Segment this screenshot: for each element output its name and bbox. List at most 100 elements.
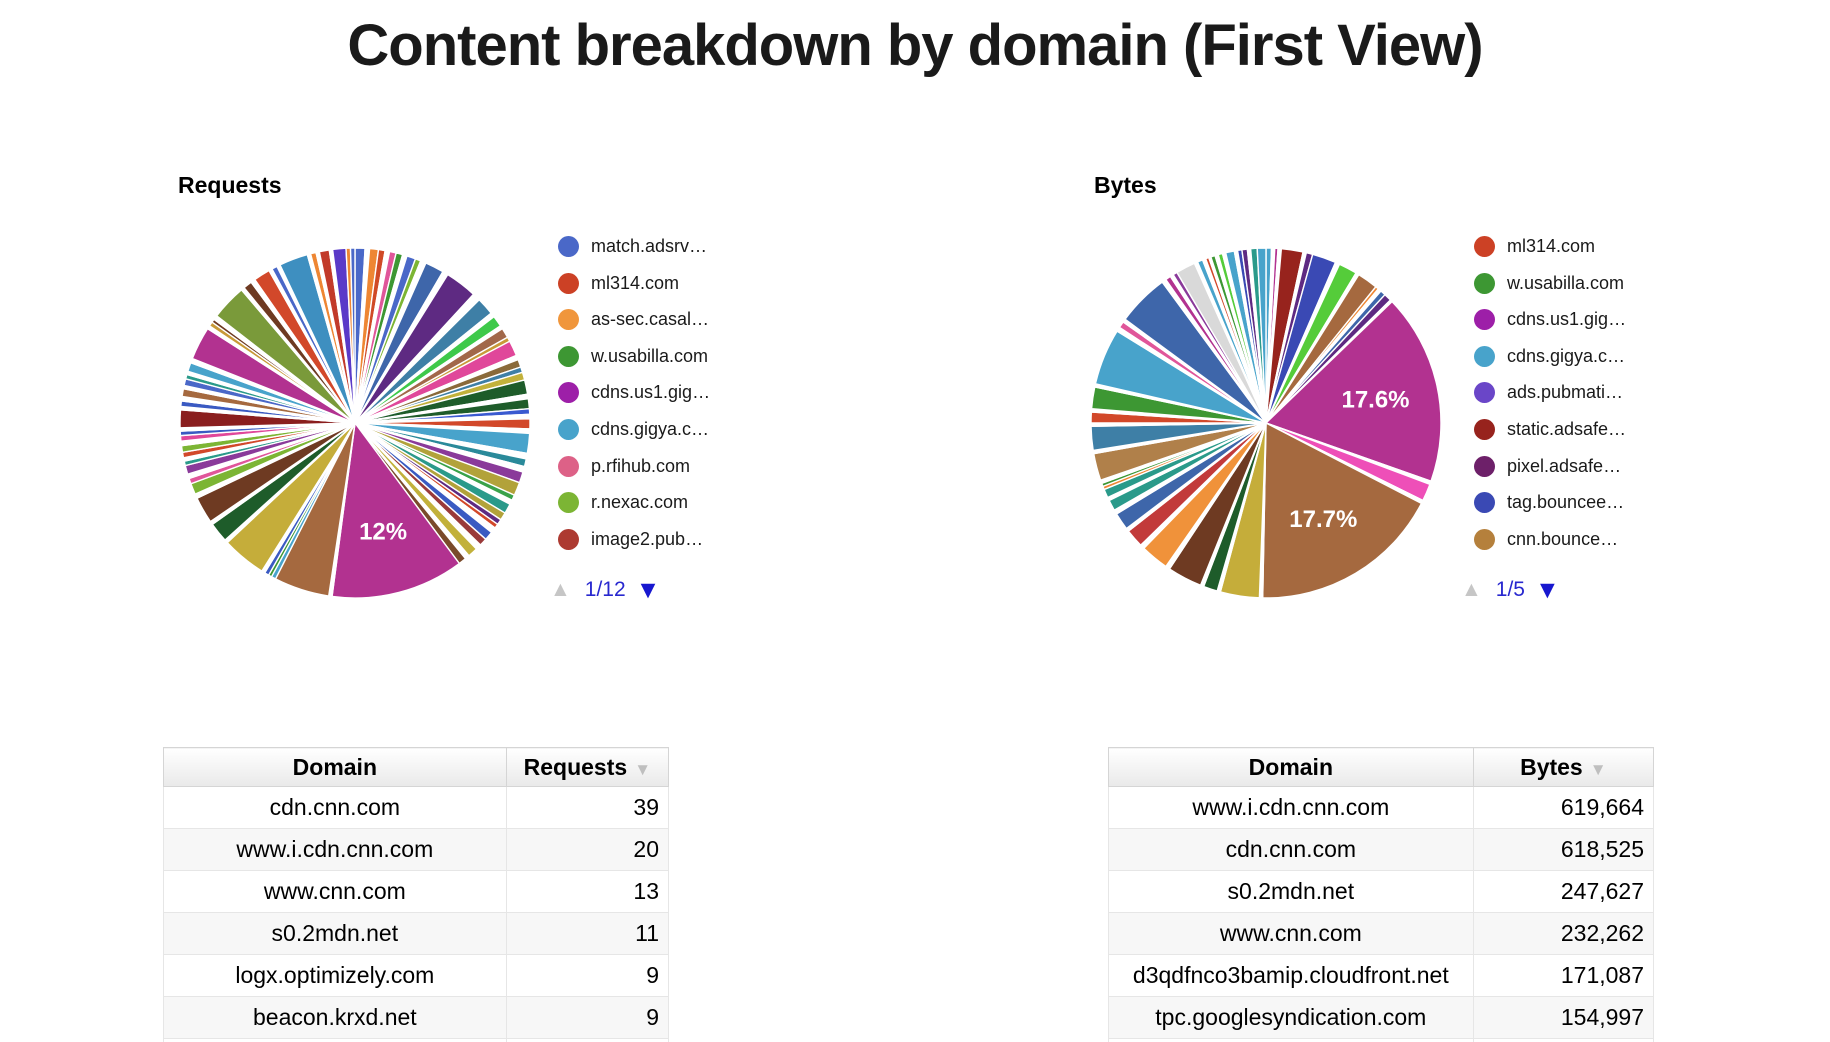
page-down-icon[interactable]: ▼ <box>635 576 661 604</box>
legend-item[interactable]: static.adsafe… <box>1474 418 1627 440</box>
legend-label: p.rfihub.com <box>591 455 691 476</box>
value-cell: 11 <box>505 912 669 955</box>
legend-color-dot <box>1474 236 1495 257</box>
legend-color-dot <box>558 345 579 367</box>
legend-item[interactable]: w.usabilla.com <box>1474 272 1626 294</box>
legend-color-dot <box>1474 382 1495 404</box>
legend-color-dot <box>1474 528 1495 550</box>
legend-color-dot <box>558 382 579 404</box>
legend-color-dot <box>558 455 579 477</box>
table-row: logx.optimizely.com 9 <box>163 954 669 997</box>
pie-slice[interactable] <box>1256 247 1267 424</box>
legend-color-dot <box>1474 418 1495 440</box>
legend-label: pixel.adsafe… <box>1507 455 1622 476</box>
legend-item[interactable]: p.rfihub.com <box>558 455 710 477</box>
legend-item[interactable]: w.usabilla.com <box>558 345 710 367</box>
legend-color-dot <box>1474 345 1495 367</box>
legend-item[interactable]: ml314.com <box>1474 236 1626 257</box>
column-header-requests[interactable]: Requests ▼ <box>505 747 669 787</box>
column-header-domain[interactable]: Domain <box>163 747 507 787</box>
legend-item[interactable]: cdns.gigya.c… <box>1474 345 1626 367</box>
domain-cell: www.i.cdn.cnn.com <box>163 828 507 871</box>
legend-label: w.usabilla.com <box>1507 272 1625 293</box>
legend-item[interactable]: image2.pub… <box>558 528 710 550</box>
value-cell: 13 <box>505 870 669 913</box>
legend-label: ml314.com <box>591 272 680 293</box>
page-down-icon[interactable]: ▼ <box>1535 576 1560 604</box>
domain-cell: d3qdfnco3bamip.cloudfront.net <box>1108 954 1474 997</box>
page-up-icon[interactable]: ▲ <box>550 578 571 601</box>
legend-color-dot <box>558 418 579 440</box>
bytes-pie-chart[interactable]: 17.6% 17.7% <box>1088 245 1444 601</box>
legend-label: as-sec.casal… <box>591 309 710 330</box>
table-row: www.i.cdn.cnn.com 619,664 <box>1108 786 1654 829</box>
legend-label: ads.pubmati… <box>1507 382 1624 403</box>
domain-cell: www.cnn.com <box>1108 912 1474 955</box>
legend-color-dot <box>558 272 579 294</box>
table-row: www.cnn.com 13 <box>163 870 669 913</box>
value-cell <box>1472 1038 1654 1042</box>
value-cell: 247,627 <box>1472 870 1654 913</box>
legend-item[interactable]: cdns.us1.gig… <box>558 382 710 404</box>
legend-item[interactable]: pixel.adsafe… <box>1474 455 1626 477</box>
value-cell <box>505 1038 669 1042</box>
requests-table: Domain Requests ▼ cdn.cnn.com 39 www.i.cdn.cn… <box>163 747 669 1042</box>
value-cell: 171,087 <box>1472 954 1654 997</box>
pie-slice[interactable] <box>349 247 356 424</box>
legend-item[interactable]: cnn.bounce… <box>1474 528 1626 550</box>
legend-color-dot <box>558 492 579 514</box>
page-up-icon[interactable]: ▲ <box>1461 578 1482 601</box>
legend-label: static.adsafe… <box>1507 418 1627 439</box>
pie-slice-percent-label: 17.7% <box>1289 506 1357 533</box>
legend-label: cdns.gigya.c… <box>591 418 710 439</box>
legend-item[interactable]: as-sec.casal… <box>558 309 710 331</box>
legend-item[interactable]: match.adsrv… <box>558 236 710 257</box>
page-indicator: 1/5 <box>1495 578 1525 601</box>
legend-label: ml314.com <box>1507 236 1596 256</box>
legend-item[interactable]: tag.bouncee… <box>1474 492 1626 514</box>
value-cell: 20 <box>505 828 669 871</box>
table-row: s0.2mdn.net 247,627 <box>1108 870 1654 913</box>
value-cell: 9 <box>505 954 669 997</box>
domain-cell: s0.2mdn.net <box>163 912 507 955</box>
table-row <box>1108 1038 1654 1042</box>
legend-label: tag.bouncee… <box>1507 492 1625 513</box>
column-header-domain[interactable]: Domain <box>1108 747 1474 787</box>
legend-label: w.usabilla.com <box>591 345 709 366</box>
legend-color-dot <box>1474 455 1495 477</box>
table-row: d3qdfnco3bamip.cloudfront.net 171,087 <box>1108 954 1654 997</box>
table-row: cdn.cnn.com 39 <box>163 786 669 829</box>
domain-cell: beacon.krxd.net <box>163 996 507 1039</box>
pie-slice[interactable] <box>1261 421 1423 599</box>
value-cell: 618,525 <box>1472 828 1654 871</box>
legend-color-dot <box>558 528 579 550</box>
legend-color-dot <box>1474 272 1495 294</box>
domain-cell: www.cnn.com <box>163 870 507 913</box>
pie-slice-percent-label: 12% <box>359 518 407 545</box>
domain-table: Domain Requests ▼ cdn.cnn.com 39 www.i.cdn.cn… <box>163 747 669 1042</box>
legend-color-dot <box>1474 309 1495 331</box>
legend-item[interactable]: cdns.us1.gig… <box>1474 309 1626 331</box>
pie-slice[interactable] <box>1264 300 1442 483</box>
page-title: Content breakdown by domain (First View) <box>347 13 1483 78</box>
bytes-legend-pager: ▲ 1/5 ▼ <box>1461 576 1560 604</box>
legend-color-dot <box>558 236 579 257</box>
legend-item[interactable]: ml314.com <box>558 272 710 294</box>
pie-slice-percent-label: 17.6% <box>1341 386 1409 413</box>
legend-item[interactable]: ads.pubmati… <box>1474 382 1626 404</box>
requests-legend: match.adsrv… ml314.com as-sec.casal… w.usab… <box>558 236 710 565</box>
value-cell: 154,997 <box>1472 996 1654 1039</box>
legend-item[interactable]: r.nexac.com <box>558 492 710 514</box>
requests-pie-chart[interactable]: 12% <box>177 245 533 601</box>
table-row <box>163 1038 669 1042</box>
domain-cell: cdn.cnn.com <box>163 786 507 829</box>
value-cell: 619,664 <box>1472 786 1654 829</box>
pie-slice[interactable] <box>331 421 461 599</box>
value-cell: 9 <box>505 996 669 1039</box>
column-header-bytes[interactable]: Bytes ▼ <box>1472 747 1654 787</box>
legend-item[interactable]: cdns.gigya.c… <box>558 418 710 440</box>
table-row: www.i.cdn.cnn.com 20 <box>163 828 669 871</box>
domain-table: Domain Bytes ▼ www.i.cdn.cnn.com 619,664 cdn.… <box>1108 747 1654 1042</box>
legend-color-dot <box>1474 492 1495 514</box>
